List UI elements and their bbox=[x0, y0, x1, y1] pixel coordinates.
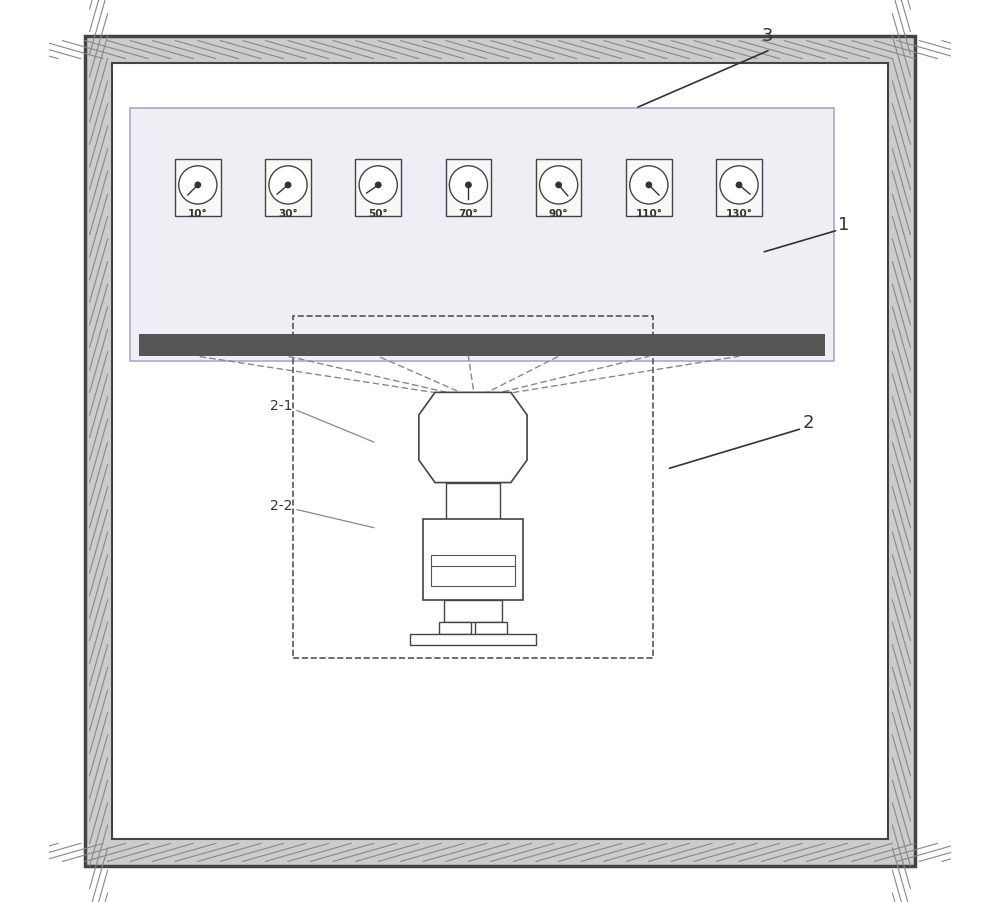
Circle shape bbox=[646, 182, 652, 188]
Bar bbox=[175, 160, 221, 216]
Text: 130°: 130° bbox=[726, 209, 752, 219]
Text: 90°: 90° bbox=[549, 209, 568, 219]
Circle shape bbox=[285, 182, 291, 188]
Text: 110°: 110° bbox=[635, 209, 662, 219]
Circle shape bbox=[376, 182, 381, 188]
Text: 70°: 70° bbox=[459, 209, 478, 219]
Bar bbox=[293, 316, 653, 658]
Circle shape bbox=[720, 166, 758, 204]
Text: 30°: 30° bbox=[278, 209, 298, 219]
Circle shape bbox=[466, 182, 471, 188]
Bar bbox=[439, 622, 471, 634]
Text: 1: 1 bbox=[838, 216, 850, 234]
Circle shape bbox=[269, 166, 307, 204]
Circle shape bbox=[195, 182, 201, 188]
Circle shape bbox=[736, 182, 742, 188]
Circle shape bbox=[179, 166, 217, 204]
Circle shape bbox=[449, 166, 488, 204]
Bar bbox=[130, 108, 834, 361]
Bar bbox=[265, 160, 311, 216]
Polygon shape bbox=[419, 392, 527, 483]
Bar bbox=[475, 622, 507, 634]
Bar bbox=[536, 160, 581, 216]
Circle shape bbox=[556, 182, 561, 188]
Text: 10°: 10° bbox=[188, 209, 208, 219]
Bar bbox=[626, 160, 672, 216]
Bar bbox=[423, 519, 523, 600]
Bar bbox=[431, 555, 515, 586]
Bar bbox=[446, 483, 500, 519]
Bar bbox=[444, 600, 502, 622]
Text: 3: 3 bbox=[762, 26, 773, 44]
Text: 2-2: 2-2 bbox=[270, 499, 293, 512]
Bar bbox=[355, 160, 401, 216]
Bar bbox=[446, 160, 491, 216]
Bar bbox=[410, 634, 536, 645]
Text: 2: 2 bbox=[802, 414, 814, 432]
Circle shape bbox=[359, 166, 397, 204]
Bar bbox=[112, 63, 888, 839]
Bar bbox=[139, 334, 825, 356]
Text: 2-1: 2-1 bbox=[270, 400, 293, 413]
Text: 50°: 50° bbox=[368, 209, 388, 219]
Circle shape bbox=[540, 166, 578, 204]
Bar bbox=[716, 160, 762, 216]
Circle shape bbox=[630, 166, 668, 204]
